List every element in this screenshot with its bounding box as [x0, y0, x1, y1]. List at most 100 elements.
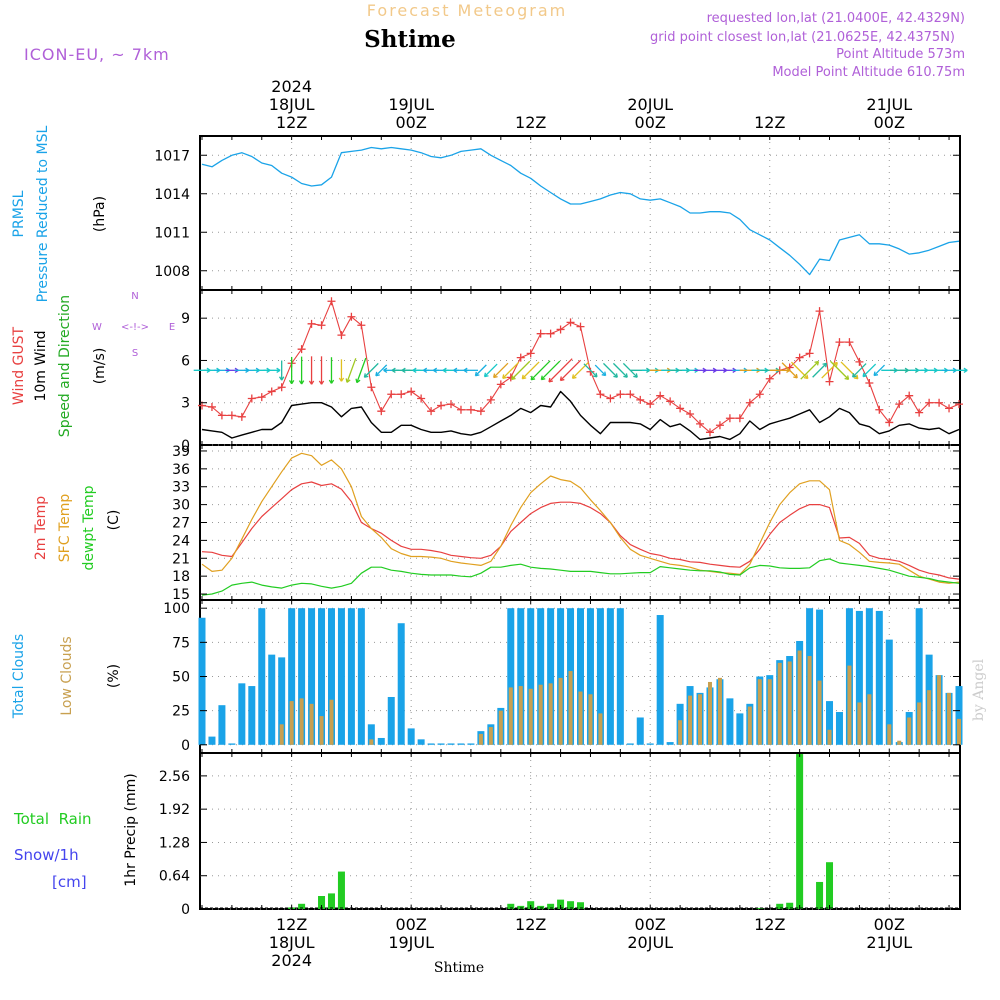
footer-location: Shtime	[434, 960, 484, 976]
total-cloud-bar	[467, 743, 475, 745]
panel-frame	[199, 752, 961, 910]
bottom-time-label: 2024	[271, 951, 312, 970]
page-title: Shtime	[364, 26, 456, 53]
wind-arrowhead	[474, 371, 480, 377]
wind-arrowhead	[453, 367, 458, 374]
precip-panel	[200, 754, 960, 909]
y-tick-label: 75	[172, 635, 190, 651]
compass-w: W	[92, 322, 102, 333]
wind-arrowhead	[571, 374, 577, 379]
gust-marker	[955, 400, 963, 409]
gust-marker	[765, 374, 774, 383]
gust-marker	[835, 338, 844, 347]
y-tick-label: 2.56	[159, 769, 190, 785]
rain-bar	[796, 754, 804, 909]
low-cloud-bar	[807, 656, 812, 745]
bottom-time-label: 12Z	[515, 915, 546, 934]
gust-marker	[875, 405, 884, 414]
cloud-ylabel-1: Total Clouds	[11, 634, 27, 719]
top-time-label: 00Z	[635, 113, 666, 132]
y-tick-label: 30	[172, 498, 190, 514]
top-time-label: 19JUL	[388, 95, 434, 114]
y-tick-label: 33	[172, 480, 190, 496]
compass-s: S	[132, 348, 138, 359]
series-line-sfc-temp	[201, 452, 960, 584]
y-tick-label: 6	[181, 353, 190, 369]
gust-marker	[825, 377, 834, 386]
pressure-ylabel-2: Pressure Reduced to MSL	[35, 125, 51, 302]
total-cloud-bar	[258, 608, 266, 745]
wind-arrowhead	[548, 377, 554, 383]
wind-arrowhead	[793, 373, 798, 379]
low-cloud-bar	[299, 698, 304, 745]
gust-marker	[437, 401, 446, 410]
gust-marker	[347, 312, 356, 321]
gust-marker	[586, 367, 595, 376]
low-cloud-bar	[369, 739, 374, 745]
gust-marker	[486, 395, 495, 404]
compass-arrow: <-!->	[121, 322, 149, 333]
low-cloud-bar	[309, 703, 314, 745]
wind-arrowhead	[559, 376, 565, 382]
total-cloud-bar	[318, 608, 326, 745]
gust-marker	[546, 329, 555, 338]
gust-marker	[397, 390, 406, 399]
rain-bar	[507, 903, 515, 909]
gust-marker	[337, 331, 346, 340]
bottom-time-label: 12Z	[754, 915, 785, 934]
gust-marker	[865, 379, 874, 387]
rain-bar	[547, 903, 555, 909]
low-cloud-bar	[578, 691, 583, 745]
low-cloud-bar	[548, 683, 553, 745]
bottom-time-label: 21JUL	[866, 933, 912, 952]
low-cloud-bar	[688, 695, 693, 745]
bottom-time-label: 00Z	[874, 915, 905, 934]
wind-arrowhead	[375, 371, 380, 377]
bottom-time-label: 19JUL	[388, 933, 434, 952]
gust-marker	[855, 357, 864, 366]
rain-bar	[298, 903, 306, 909]
total-cloud-bar	[557, 608, 565, 745]
gust-marker	[297, 345, 306, 354]
low-cloud-bar	[568, 671, 573, 745]
total-cloud-bar	[417, 739, 425, 745]
wind-arrowhead	[822, 362, 828, 368]
wind-arrowhead	[363, 373, 369, 378]
wind-arrowhead	[511, 375, 516, 381]
wind-direction-arrow	[781, 362, 798, 379]
total-cloud-bar	[885, 639, 893, 745]
total-cloud-bar	[915, 608, 923, 745]
gust-marker	[257, 393, 266, 402]
gust-marker	[715, 421, 724, 430]
y-tick-label: 100	[163, 601, 190, 617]
low-cloud-bar	[478, 733, 483, 745]
top-time-label: 12Z	[754, 113, 785, 132]
y-tick-label: 24	[172, 533, 190, 549]
wind-arrowhead	[442, 367, 447, 374]
gust-marker	[556, 325, 565, 334]
y-tick-label: 1017	[154, 148, 190, 164]
total-cloud-bar	[298, 608, 306, 745]
gust-marker	[815, 307, 824, 316]
low-cloud-bar	[319, 716, 324, 745]
model-altitude: Model Point Altitude 610.75m	[772, 65, 965, 80]
series-line-2m-temp	[201, 481, 960, 580]
rain-bar	[537, 905, 545, 909]
gust-marker	[417, 394, 426, 403]
top-time-label: 18JUL	[269, 95, 315, 114]
wind-direction-arrow	[790, 361, 809, 379]
low-cloud-bar	[488, 727, 493, 745]
low-cloud-bar	[498, 710, 503, 745]
gust-marker	[317, 321, 326, 330]
top-time-label: 12Z	[276, 113, 307, 132]
low-cloud-bar	[528, 688, 533, 745]
gust-marker	[616, 390, 625, 399]
low-cloud-bar	[917, 702, 922, 745]
top-time-label: 2024	[271, 77, 312, 96]
rain-bar	[826, 862, 834, 909]
temperature-panel	[201, 452, 960, 596]
low-cloud-bar	[707, 681, 712, 745]
gust-marker	[267, 387, 276, 396]
wind-arrowhead	[308, 380, 315, 385]
